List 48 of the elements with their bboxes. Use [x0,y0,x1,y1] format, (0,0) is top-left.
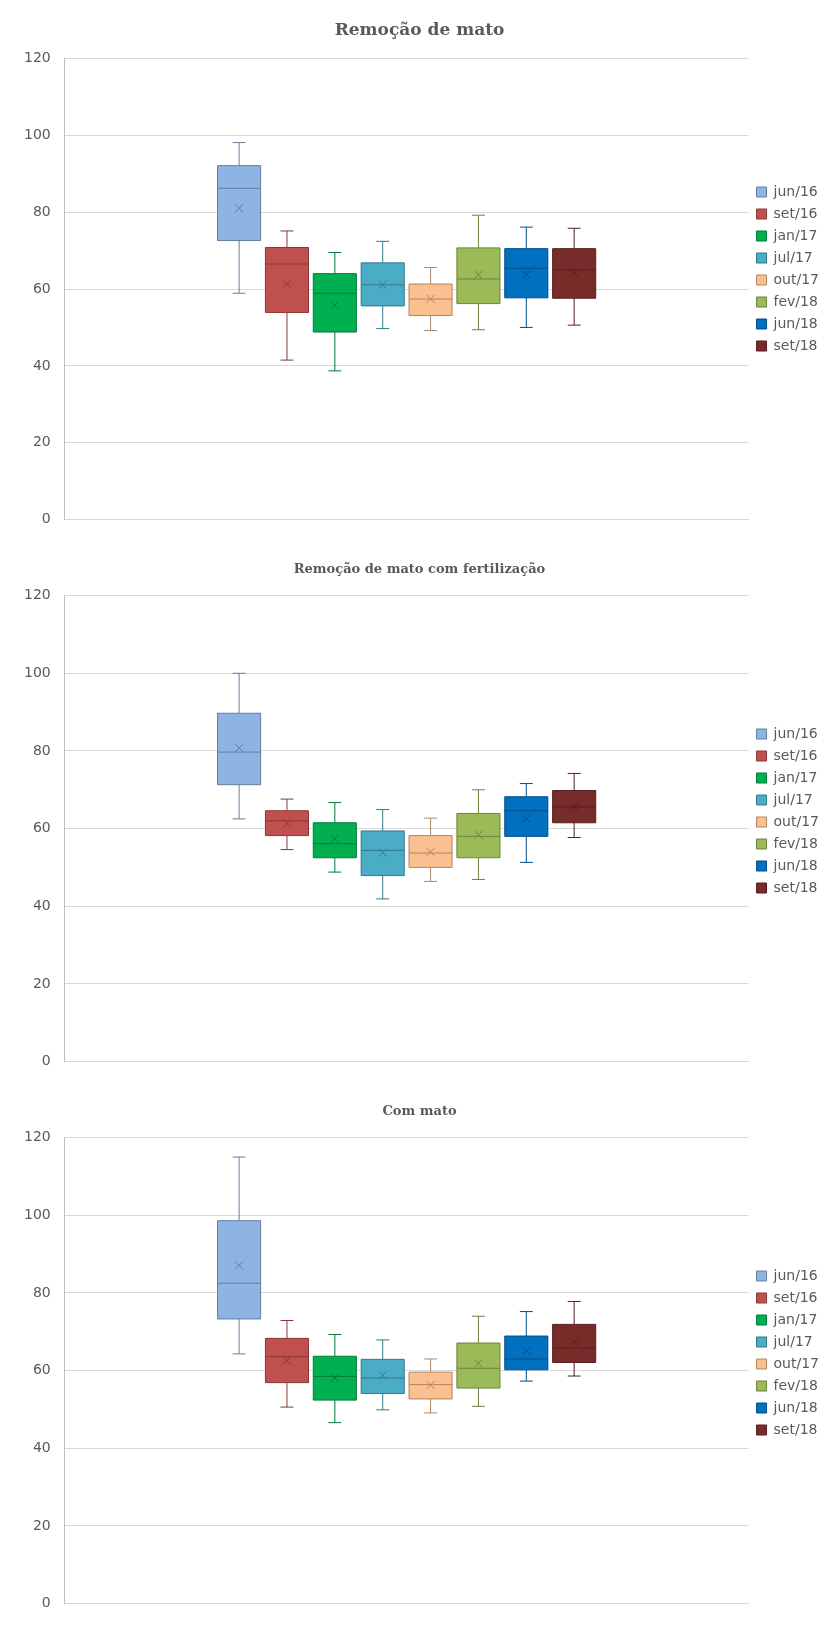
legend-label: set/18 [773,878,818,895]
legend-label: set/18 [773,1420,818,1437]
y-tick-label: 80 [32,1283,51,1300]
y-tick-label: 40 [32,356,51,373]
legend-label: fev/18 [773,834,818,851]
legend-label: fev/18 [773,1376,818,1393]
legend-label: jun/18 [772,1398,818,1415]
legend-label: jul/17 [772,1332,813,1349]
legend-label: jul/17 [772,248,813,265]
y-tick-label: 60 [32,819,51,836]
legend-label: set/16 [773,204,818,221]
chart-title: Remoção de mato com fertilização [293,561,546,577]
y-tick-label: 80 [32,202,51,219]
legend-label: jul/17 [772,790,813,807]
y-tick-label: 60 [32,279,51,296]
legend-label: set/16 [773,746,818,763]
legend-label: jun/18 [772,314,818,331]
y-tick-label: 0 [41,1594,51,1611]
y-tick-label: 40 [32,896,51,913]
legend-label: jun/16 [772,1266,818,1283]
y-tick-label: 20 [32,433,51,450]
y-tick-label: 100 [23,125,51,142]
legend-label: jun/16 [772,724,818,741]
legend-label: jan/17 [772,1310,818,1327]
legend-label: jan/17 [772,226,818,243]
legend-label: jun/16 [772,182,818,199]
legend-label: fev/18 [773,292,818,309]
y-tick-label: 40 [32,1438,51,1455]
y-tick-label: 20 [32,1516,51,1533]
legend-label: out/17 [773,270,820,287]
legend-label: jan/17 [772,768,818,785]
legend-label: jun/18 [772,856,818,873]
y-tick-label: 60 [32,1361,51,1378]
legend-label: set/16 [773,1288,818,1305]
y-tick-label: 100 [23,663,51,680]
chart-title: Remoção de mato [334,18,505,39]
y-tick-label: 0 [41,1052,51,1069]
y-tick-label: 0 [41,510,51,527]
y-tick-label: 120 [23,1128,51,1145]
y-tick-label: 100 [23,1205,51,1222]
y-tick-label: 120 [23,586,51,603]
legend-label: set/18 [773,336,818,353]
chart-title: Com mato [382,1103,457,1119]
y-tick-label: 20 [32,974,51,991]
y-tick-label: 120 [23,49,51,66]
y-tick-label: 80 [32,741,51,758]
legend-label: out/17 [773,1354,820,1371]
legend-label: out/17 [773,812,820,829]
